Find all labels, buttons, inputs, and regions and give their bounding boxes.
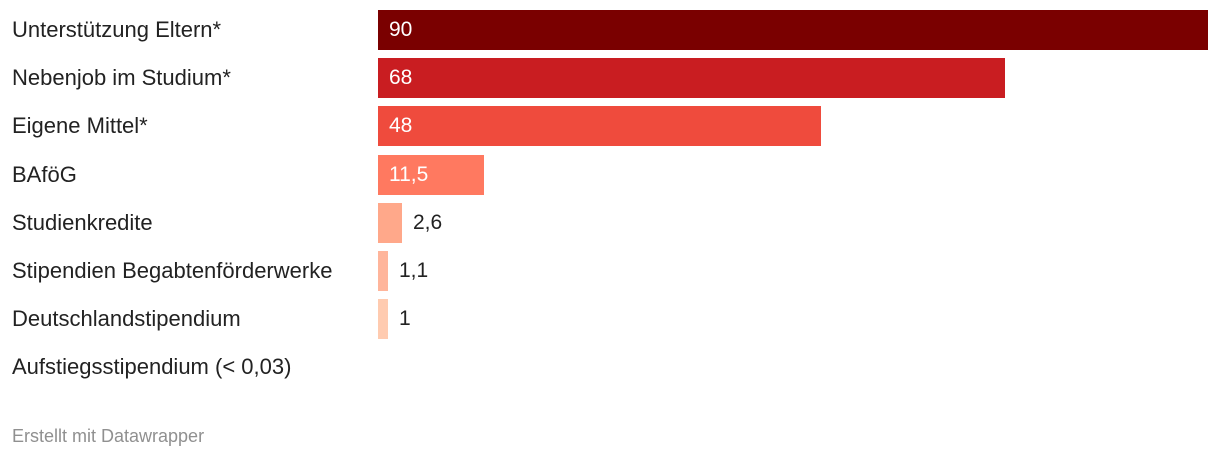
bar — [378, 58, 1005, 98]
category-label: Studienkredite — [12, 210, 153, 235]
category-label: Eigene Mittel* — [12, 113, 148, 138]
bar — [378, 251, 388, 291]
category-label: Unterstützung Eltern* — [12, 17, 222, 42]
value-label: 1,1 — [399, 259, 429, 282]
value-label: 1 — [399, 307, 411, 330]
bar — [378, 155, 484, 195]
value-label: 90 — [389, 18, 413, 41]
category-label: Deutschlandstipendium — [12, 306, 241, 331]
footer-credit: Erstellt mit Datawrapper — [12, 426, 205, 446]
category-label: Aufstiegsstipendium (< 0,03) — [12, 354, 292, 379]
bar — [378, 299, 388, 339]
category-label: Nebenjob im Studium* — [12, 65, 231, 90]
bar — [378, 203, 402, 243]
category-label: Stipendien Begabtenförderwerke — [12, 258, 333, 283]
bar — [378, 10, 1208, 50]
bar — [378, 106, 821, 146]
value-label: 48 — [389, 114, 413, 137]
value-label: 68 — [389, 66, 413, 89]
category-label: BAföG — [12, 162, 77, 187]
value-label: 11,5 — [389, 163, 429, 186]
value-label: 2,6 — [413, 211, 443, 234]
